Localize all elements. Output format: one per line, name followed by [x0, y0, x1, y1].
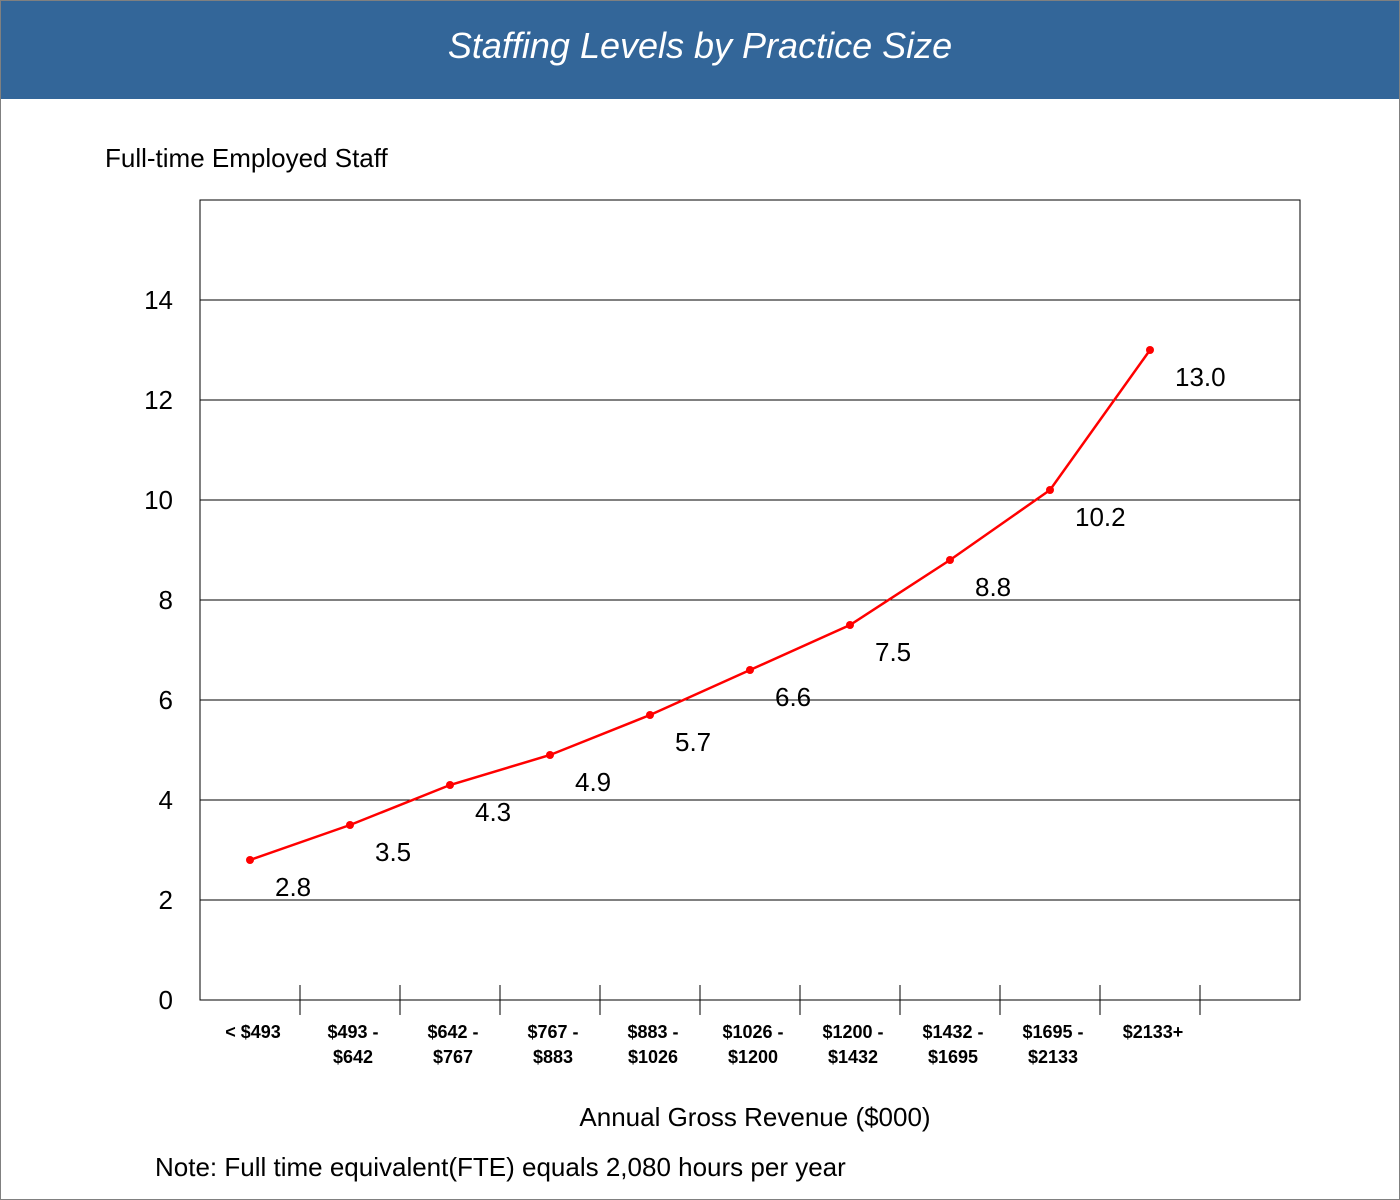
y-tick-label: 14	[144, 285, 173, 315]
chart-title: Staffing Levels by Practice Size	[447, 25, 953, 66]
data-point	[646, 711, 654, 719]
data-label: 7.5	[875, 637, 911, 667]
series-line	[249, 349, 1152, 862]
data-label: 2.8	[275, 872, 311, 902]
y-tick-label: 6	[159, 685, 173, 715]
x-tick-label: $1695 -	[1022, 1022, 1083, 1042]
data-point	[346, 821, 354, 829]
x-tick-marks	[299, 985, 1201, 1015]
x-tick-label: $642	[333, 1047, 373, 1067]
y-tick-labels: 0 2 4 6 8 10 12 14	[144, 285, 173, 1015]
data-label: 10.2	[1075, 502, 1126, 532]
data-label: 8.8	[975, 572, 1011, 602]
data-point	[946, 556, 954, 564]
x-axis-title: Annual Gross Revenue ($000)	[579, 1102, 930, 1132]
x-tick-label: $2133	[1028, 1047, 1078, 1067]
y-tick-label: 4	[159, 785, 173, 815]
title-bar: Staffing Levels by Practice Size	[1, 1, 1399, 99]
x-tick-label: $1432 -	[922, 1022, 983, 1042]
y-tick-label: 0	[159, 985, 173, 1015]
data-point	[746, 666, 754, 674]
x-tick-label: $493 -	[327, 1022, 378, 1042]
x-tick-label: $1026	[628, 1047, 678, 1067]
x-tick-label: $642 -	[427, 1022, 478, 1042]
data-point	[1046, 486, 1054, 494]
x-tick-labels: < $493 $493 - $642 $642 - $767 $767 - $883 $883…	[225, 1022, 1183, 1067]
y-tick-label: 12	[144, 385, 173, 415]
footnote: Note: Full time equivalent(FTE) equals 2…	[155, 1152, 846, 1182]
data-label: 6.6	[775, 682, 811, 712]
y-tick-label: 10	[144, 485, 173, 515]
data-labels: 2.8 3.5 4.3 4.9 5.7 6.6 7.5 8.8 10.2 13.0	[275, 362, 1226, 902]
data-label: 13.0	[1175, 362, 1226, 392]
x-tick-label: $1200 -	[822, 1022, 883, 1042]
x-tick-label: $2133+	[1123, 1022, 1184, 1042]
x-tick-label: $883 -	[627, 1022, 678, 1042]
data-point	[1146, 346, 1154, 354]
data-point	[846, 621, 854, 629]
data-label: 4.9	[575, 767, 611, 797]
data-point	[446, 781, 454, 789]
data-point	[546, 751, 554, 759]
y-axis-title: Full-time Employed Staff	[105, 143, 389, 173]
plot-area	[199, 199, 1301, 1001]
data-point	[246, 856, 254, 864]
data-label: 3.5	[375, 837, 411, 867]
x-tick-label: $767	[433, 1047, 473, 1067]
x-tick-label: < $493	[225, 1022, 281, 1042]
x-tick-label: $1432	[828, 1047, 878, 1067]
x-tick-label: $1695	[928, 1047, 978, 1067]
y-tick-label: 2	[159, 885, 173, 915]
gridlines	[200, 299, 1300, 901]
data-label: 5.7	[675, 727, 711, 757]
y-tick-label: 8	[159, 585, 173, 615]
x-tick-label: $767 -	[527, 1022, 578, 1042]
x-tick-label: $1026 -	[722, 1022, 783, 1042]
x-tick-label: $883	[533, 1047, 573, 1067]
x-tick-label: $1200	[728, 1047, 778, 1067]
data-label: 4.3	[475, 797, 511, 827]
data-points	[246, 346, 1154, 864]
